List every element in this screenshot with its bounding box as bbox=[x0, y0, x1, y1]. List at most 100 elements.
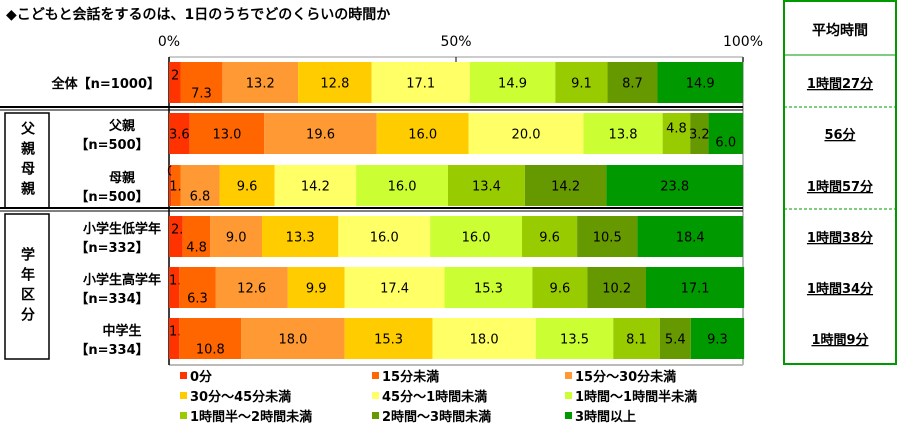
data-label: 4.8 bbox=[666, 122, 687, 137]
data-label: 14.9 bbox=[498, 77, 527, 92]
legend-swatch bbox=[372, 392, 379, 399]
legend-swatch bbox=[565, 392, 572, 399]
data-label: 13.2 bbox=[246, 77, 275, 92]
legend-swatch bbox=[372, 412, 379, 419]
data-label: 16.0 bbox=[370, 231, 399, 246]
data-label: 9.6 bbox=[237, 180, 258, 195]
data-label: 10.5 bbox=[593, 231, 622, 246]
data-label: 9.1 bbox=[571, 77, 592, 92]
x-tick-label: 50% bbox=[440, 34, 471, 50]
bar-segment-3-5 bbox=[430, 216, 523, 257]
x-tick-label: 0% bbox=[158, 34, 180, 50]
data-label: 4.8 bbox=[186, 241, 207, 256]
average-value: 1時間34分 bbox=[807, 281, 873, 297]
category-label: 父親 bbox=[108, 118, 135, 134]
bar-segment-5-4 bbox=[432, 318, 536, 359]
bar-segment-5-6 bbox=[613, 318, 660, 359]
bar-segment-4-4 bbox=[344, 267, 445, 308]
bar-segment-0-2 bbox=[222, 62, 299, 103]
category-label: 小学生高学年 bbox=[83, 272, 161, 288]
data-label: 6.0 bbox=[715, 136, 736, 151]
data-label: 9.3 bbox=[707, 333, 728, 348]
category-label: 中学生 bbox=[102, 323, 141, 339]
bar-segment-4-0 bbox=[169, 267, 180, 308]
data-label: 9.6 bbox=[550, 282, 571, 297]
data-label: 10.8 bbox=[196, 343, 225, 358]
data-label: 18.0 bbox=[470, 333, 499, 348]
bar-segment-4-1 bbox=[179, 267, 216, 308]
data-label: 12.6 bbox=[237, 282, 266, 297]
data-label: 8.1 bbox=[626, 333, 647, 348]
data-label: 17.4 bbox=[380, 282, 409, 297]
bar-segment-5-5 bbox=[535, 318, 614, 359]
bar-segment-1-1 bbox=[189, 113, 265, 154]
data-label: 7.3 bbox=[191, 87, 212, 102]
bar-segment-3-1 bbox=[182, 216, 211, 257]
data-label: 9.0 bbox=[226, 231, 247, 246]
data-label: 17.1 bbox=[681, 282, 710, 297]
bar-segment-4-3 bbox=[287, 267, 345, 308]
legend-swatch bbox=[372, 372, 379, 379]
bar-segment-0-4 bbox=[371, 62, 470, 103]
category-n-label: 【n=334】 bbox=[75, 291, 148, 307]
group-label-text: 学年区分 bbox=[19, 246, 35, 327]
data-label: 16.0 bbox=[462, 231, 491, 246]
category-n-label: 【n=500】 bbox=[75, 189, 148, 205]
legend-label: 1時間～1時間半未満 bbox=[575, 389, 697, 405]
bar-segment-2-7 bbox=[524, 165, 607, 206]
chart-title: ◆こどもと会話をするのは、1日のうちでどのくらいの時間か bbox=[6, 6, 390, 23]
bar-segment-3-8 bbox=[637, 216, 743, 257]
category-label: 母親 bbox=[109, 170, 135, 186]
average-value: 1時間38分 bbox=[807, 230, 873, 246]
bar-segment-0-0 bbox=[169, 62, 181, 103]
x-tick-label: 100% bbox=[723, 34, 763, 50]
bar-segment-1-4 bbox=[468, 113, 584, 154]
bar-segment-1-7 bbox=[690, 113, 709, 154]
data-label: 5.4 bbox=[665, 333, 686, 348]
bar-segment-3-0 bbox=[169, 216, 183, 257]
average-value: 1時間9分 bbox=[811, 332, 868, 348]
data-label: 8.7 bbox=[622, 77, 643, 92]
bar-segment-0-5 bbox=[469, 62, 556, 103]
bar-segment-2-1 bbox=[171, 165, 181, 206]
category-n-label: 【n=334】 bbox=[75, 342, 148, 358]
legend-label: 15分～30分未満 bbox=[575, 369, 676, 385]
bar-segment-3-4 bbox=[338, 216, 431, 257]
average-value: 56分 bbox=[824, 127, 855, 143]
data-label: 6.3 bbox=[187, 292, 208, 307]
bar-segment-2-6 bbox=[447, 165, 525, 206]
data-label: 16.0 bbox=[408, 128, 437, 143]
legend-label: 45分～1時間未満 bbox=[382, 389, 487, 405]
category-n-label: 【n=332】 bbox=[75, 240, 148, 256]
bar-segment-1-0 bbox=[169, 113, 190, 154]
bar-segment-5-0 bbox=[169, 318, 180, 359]
average-value: 1時間27分 bbox=[807, 76, 873, 92]
legend-label: 2時間～3時間未満 bbox=[382, 409, 491, 425]
data-label: 18.0 bbox=[279, 333, 308, 348]
bar-segment-2-0 bbox=[169, 165, 172, 206]
bar-segment-0-8 bbox=[657, 62, 743, 103]
bar-segment-0-7 bbox=[607, 62, 658, 103]
bar-segment-2-2 bbox=[180, 165, 220, 206]
data-label: 13.8 bbox=[609, 128, 638, 143]
bar-segment-2-3 bbox=[219, 165, 275, 206]
bar-segment-5-2 bbox=[241, 318, 345, 359]
group-box bbox=[4, 213, 50, 360]
group-label-grade: 学年区分 bbox=[5, 214, 49, 359]
data-label: 13.5 bbox=[560, 333, 589, 348]
data-label: 12.8 bbox=[320, 77, 349, 92]
legend-label: 30分～45分未満 bbox=[190, 389, 291, 405]
legend-label: 0分 bbox=[190, 369, 212, 385]
average-value: 1時間57分 bbox=[807, 179, 873, 195]
group-label-text: 父親母親 bbox=[19, 120, 35, 201]
data-label: 23.8 bbox=[660, 180, 689, 195]
bar-segment-0-6 bbox=[555, 62, 608, 103]
data-label: 19.6 bbox=[306, 128, 335, 143]
average-panel bbox=[783, 0, 897, 365]
bar-segment-4-2 bbox=[215, 267, 288, 308]
legend-swatch bbox=[180, 392, 187, 399]
bar-segment-4-5 bbox=[444, 267, 533, 308]
legend-swatch bbox=[565, 412, 572, 419]
average-header: 平均時間 bbox=[812, 22, 868, 39]
